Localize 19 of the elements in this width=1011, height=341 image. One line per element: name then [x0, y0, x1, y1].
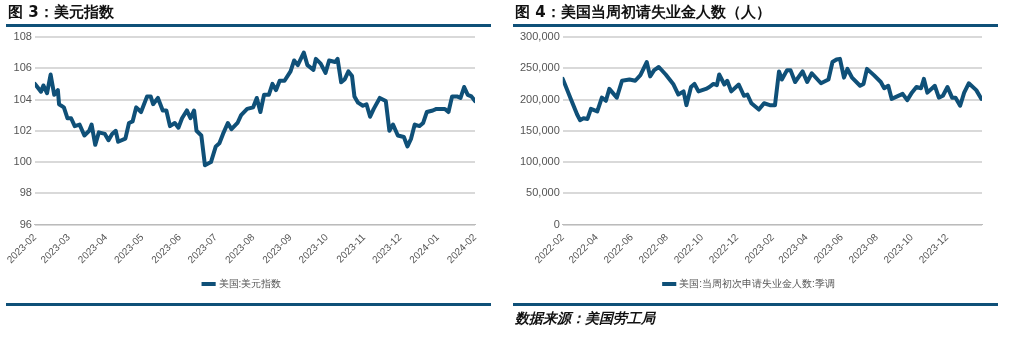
legend-label: 美国:美元指数	[218, 277, 282, 289]
y-tick-label: 50,000	[526, 186, 560, 199]
y-tick-label: 96	[19, 217, 32, 230]
chart-title: 图 3：美元指数	[6, 0, 491, 27]
y-tick-label: 102	[13, 123, 32, 136]
y-tick-label: 250,000	[520, 61, 560, 74]
source-note: 数据来源：美国劳工局	[515, 310, 655, 328]
y-tick-label: 300,000	[520, 30, 560, 43]
y-tick-label: 150,000	[520, 123, 560, 136]
chart-title: 图 4：美国当周初请失业金人数（人）	[513, 0, 998, 27]
y-tick-label: 0	[553, 217, 560, 230]
y-tick-label: 98	[19, 186, 32, 199]
legend-label: 美国:当周初次申请失业金人数:季调	[679, 277, 835, 289]
y-tick-label: 104	[13, 92, 32, 105]
y-tick-label: 100	[13, 155, 32, 168]
y-tick-label: 100,000	[520, 155, 560, 168]
y-tick-label: 106	[13, 61, 32, 74]
y-tick-label: 108	[13, 30, 32, 43]
y-tick-label: 200,000	[520, 92, 560, 105]
